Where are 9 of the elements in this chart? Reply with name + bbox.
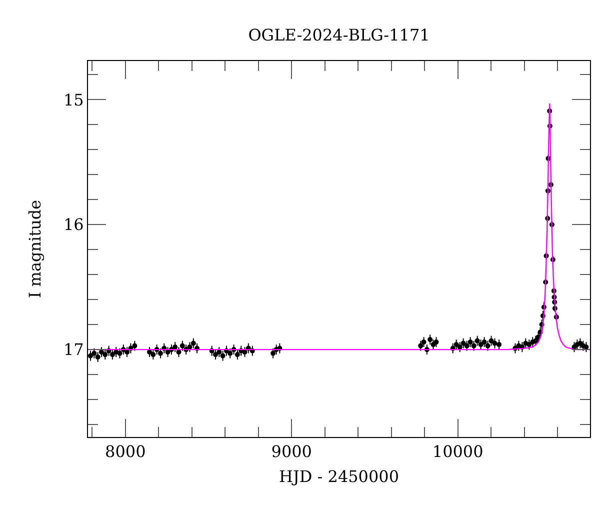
x-axis-title: HJD - 2450000 — [278, 466, 400, 486]
y-tick-label: 16 — [63, 215, 84, 234]
x-tick-label: 8000 — [105, 442, 146, 462]
chart-title: OGLE-2024-BLG-1171 — [248, 26, 430, 45]
y-tick-label: 17 — [63, 340, 84, 360]
y-axis-title: I magnitude — [25, 200, 44, 298]
x-tick-label: 9000 — [271, 442, 312, 462]
y-tick-label: 15 — [63, 90, 84, 110]
x-tick-label: 10000 — [432, 442, 484, 462]
